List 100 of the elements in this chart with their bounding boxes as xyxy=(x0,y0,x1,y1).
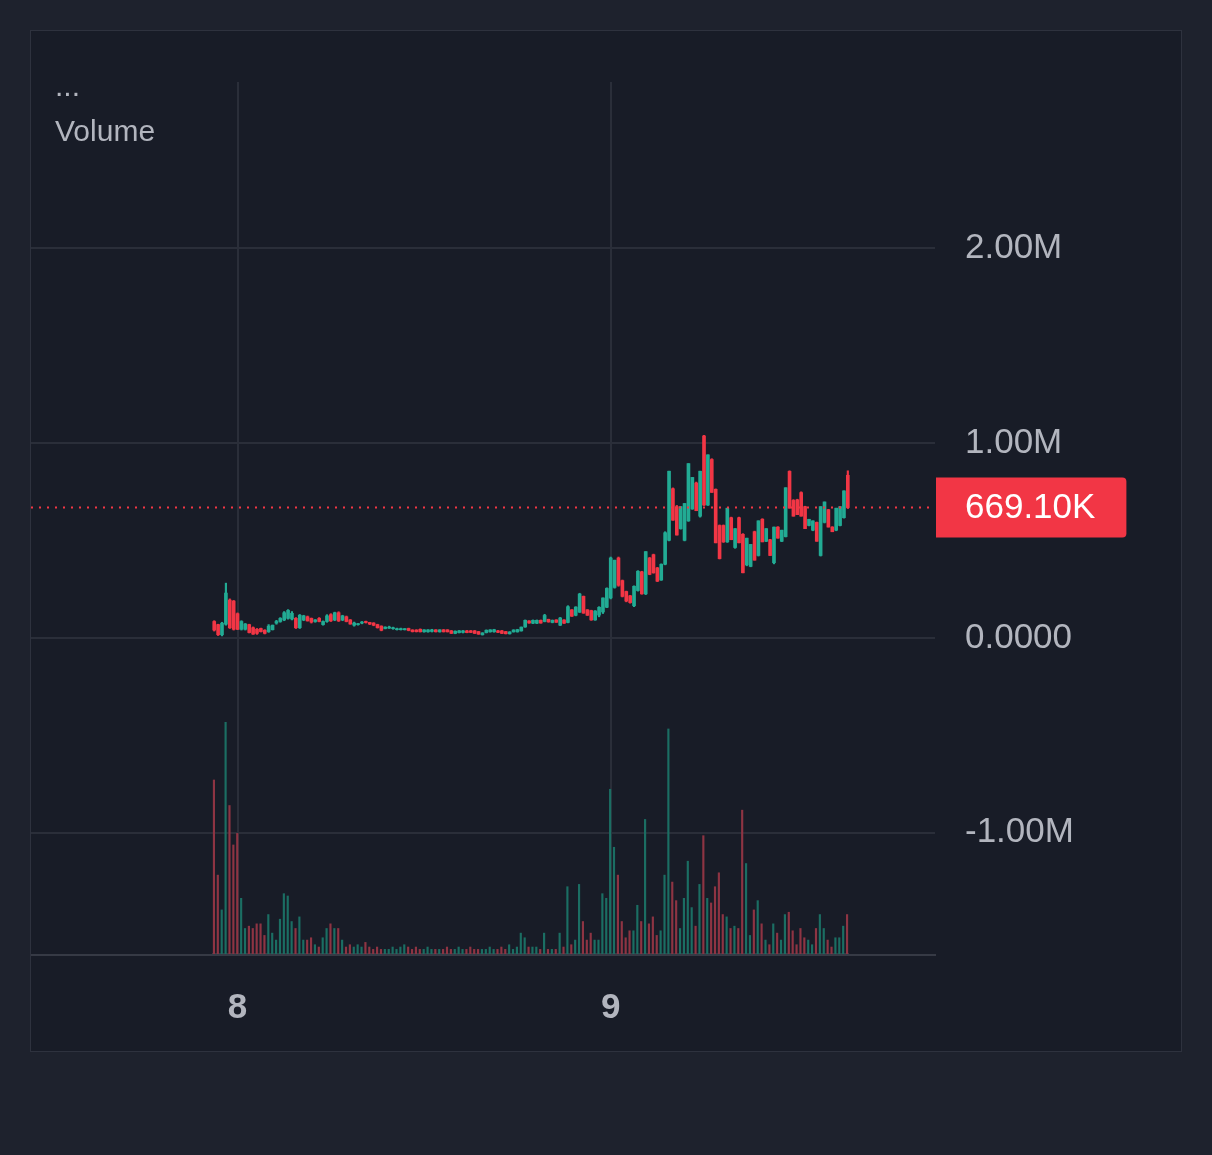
candlestick xyxy=(531,619,535,624)
bar xyxy=(725,916,729,954)
bar xyxy=(473,949,476,954)
bar xyxy=(640,921,643,954)
bar xyxy=(826,939,829,954)
bar xyxy=(419,949,422,954)
bar xyxy=(558,932,561,954)
bar xyxy=(434,949,437,954)
bar xyxy=(593,939,596,954)
bar xyxy=(815,928,818,954)
bar xyxy=(551,949,554,954)
bar xyxy=(838,937,841,954)
bar xyxy=(337,928,340,954)
bar xyxy=(687,860,690,954)
bar xyxy=(745,863,748,954)
bar xyxy=(259,923,262,954)
bar xyxy=(791,930,795,954)
bar xyxy=(819,914,822,954)
candlestick xyxy=(290,611,294,621)
bar xyxy=(481,949,484,954)
bar xyxy=(286,895,290,954)
x-tick-label: 9 xyxy=(600,985,621,1025)
bar xyxy=(283,893,286,954)
bar xyxy=(333,928,336,954)
bar xyxy=(570,944,573,954)
bar xyxy=(403,944,406,954)
bar xyxy=(710,902,713,954)
bar xyxy=(644,819,647,954)
bar xyxy=(240,897,243,954)
bar xyxy=(356,944,360,954)
bar xyxy=(842,925,845,954)
bar xyxy=(764,939,767,954)
bar xyxy=(251,928,255,954)
bar xyxy=(652,916,655,954)
bar xyxy=(504,949,507,954)
y-tick-label: -1.00M xyxy=(965,810,1074,850)
bar xyxy=(749,935,752,954)
bar xyxy=(683,897,686,954)
bar xyxy=(523,937,527,954)
bar xyxy=(360,946,363,954)
bar xyxy=(271,932,274,954)
candlestick xyxy=(356,623,360,626)
bar xyxy=(578,884,581,954)
bar xyxy=(543,932,546,954)
candlestick xyxy=(325,614,329,623)
bar xyxy=(279,918,282,954)
bar xyxy=(737,928,740,954)
bar xyxy=(586,939,589,954)
bar xyxy=(294,928,297,954)
bar xyxy=(566,886,569,954)
y-tick-label: 2.00M xyxy=(965,226,1063,266)
bar xyxy=(275,939,278,954)
bar xyxy=(267,914,270,954)
bar xyxy=(527,946,530,954)
bar xyxy=(613,846,616,954)
bar xyxy=(706,897,709,954)
bar xyxy=(450,949,453,954)
bar xyxy=(485,949,488,954)
candlestick xyxy=(391,626,395,630)
y-tick-label: 0.0000 xyxy=(965,615,1073,655)
bar xyxy=(512,949,515,954)
bar xyxy=(395,949,398,954)
candlestick xyxy=(807,518,811,527)
bar xyxy=(846,914,849,954)
candlestick xyxy=(496,630,500,633)
bar xyxy=(679,928,682,954)
bar xyxy=(617,874,620,954)
bar xyxy=(784,914,787,954)
bar xyxy=(248,925,251,954)
candlestick xyxy=(255,628,259,635)
bar xyxy=(760,923,763,954)
bar xyxy=(220,909,224,954)
bar xyxy=(372,949,375,954)
bar xyxy=(562,946,565,954)
bar xyxy=(547,949,550,954)
bar xyxy=(217,874,220,954)
bar xyxy=(609,788,612,954)
bar xyxy=(442,949,445,954)
bar xyxy=(620,921,624,954)
bar xyxy=(834,937,837,954)
bar xyxy=(733,925,736,954)
bar xyxy=(554,949,558,954)
x-tick-label: 8 xyxy=(227,985,248,1025)
bar xyxy=(811,944,814,954)
bar xyxy=(718,872,721,954)
bar xyxy=(364,942,367,954)
bar xyxy=(329,923,332,954)
bar xyxy=(539,949,542,954)
bar xyxy=(574,939,577,954)
bar xyxy=(605,897,608,954)
bar xyxy=(224,722,227,954)
bar xyxy=(465,949,468,954)
bar xyxy=(310,937,313,954)
bar xyxy=(675,900,678,954)
bar xyxy=(772,923,775,954)
bar xyxy=(426,946,429,954)
bar xyxy=(302,939,305,954)
bar xyxy=(384,949,387,954)
bar xyxy=(438,949,441,954)
ref-line-label: 669.10K xyxy=(965,486,1096,526)
